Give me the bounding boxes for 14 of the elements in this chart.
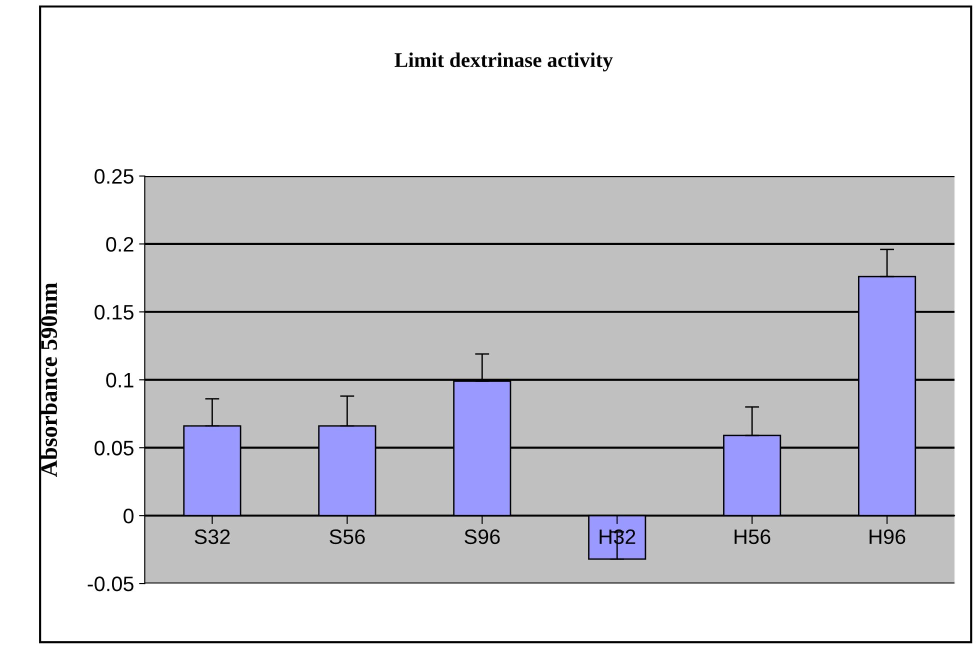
y-tick-label: 0.2 (106, 236, 134, 252)
y-tick-label: 0 (124, 508, 134, 524)
x-tick-label: S96 (464, 529, 500, 544)
x-tick-label: H56 (734, 529, 770, 544)
y-tick-label: 0.15 (94, 304, 134, 320)
y-axis-title: Absorbance 590nm (40, 282, 58, 477)
y-tick-label: 0.25 (94, 169, 134, 184)
chart-title: Limit dextrinase activity (394, 52, 613, 72)
y-tick-label: 0.1 (106, 372, 134, 388)
x-tick-label: S56 (330, 529, 365, 544)
y-tick-label: -0.05 (88, 576, 134, 592)
y-tick-label: 0.05 (94, 440, 134, 456)
x-tick-label: H96 (870, 529, 906, 544)
x-tick-label: S32 (194, 529, 230, 544)
